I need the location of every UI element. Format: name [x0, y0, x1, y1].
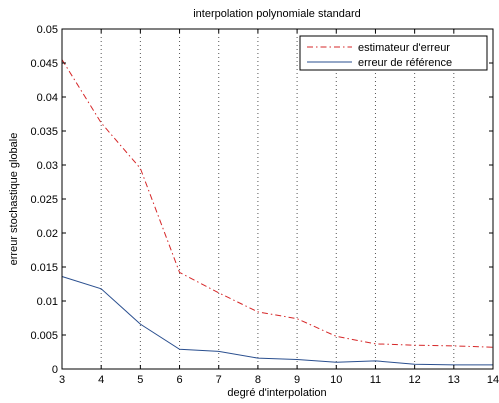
x-axis-label: degré d'interpolation: [227, 387, 326, 399]
legend: estimateur d'erreur erreur de référence: [299, 35, 488, 71]
y-ticks: 0 0.005 0.01 0.015 0.02 0.025 0.03 0.035 0.04 0.0…: [30, 24, 493, 376]
series-line-0: [61, 59, 494, 348]
series-group: [61, 59, 494, 366]
grid-lines: [100, 29, 455, 369]
y-tick-label: 0.03: [37, 160, 58, 172]
y-tick-label: 0.005: [30, 330, 58, 342]
legend-box: [299, 35, 488, 71]
y-tick-label: 0.025: [30, 194, 58, 206]
x-tick-label: 14: [487, 374, 499, 386]
x-tick-label: 4: [98, 374, 104, 386]
y-tick-label: 0.035: [30, 126, 58, 138]
x-tick-label: 6: [176, 374, 182, 386]
y-tick-label: 0.045: [30, 58, 58, 70]
chart-title: interpolation polynomiale standard: [193, 8, 361, 20]
x-tick-label: 9: [294, 374, 300, 386]
y-axis-label: erreur stochastique globale: [8, 133, 20, 266]
x-tick-label: 8: [255, 374, 261, 386]
legend-label-0: estimateur d'erreur: [358, 42, 450, 54]
plot-frame: [61, 28, 494, 370]
y-tick-label: 0.015: [30, 262, 58, 274]
y-tick-label: 0.04: [37, 92, 58, 104]
x-ticks: 3 4 5 6 7 8 9 10 11 12 13 14: [59, 29, 499, 386]
y-tick-label: 0.02: [37, 228, 58, 240]
x-tick-label: 3: [59, 374, 65, 386]
x-tick-label: 5: [137, 374, 143, 386]
y-tick-label: 0: [52, 364, 58, 376]
y-tick-label: 0.01: [37, 296, 58, 308]
legend-label-1: erreur de référence: [358, 57, 452, 69]
x-tick-label: 11: [370, 374, 381, 386]
y-tick-label: 0.05: [37, 24, 58, 36]
x-tick-label: 10: [330, 374, 342, 386]
x-tick-label: 12: [409, 374, 421, 386]
x-tick-label: 7: [216, 374, 222, 386]
series-line-1: [61, 276, 493, 366]
x-tick-label: 13: [448, 374, 460, 386]
